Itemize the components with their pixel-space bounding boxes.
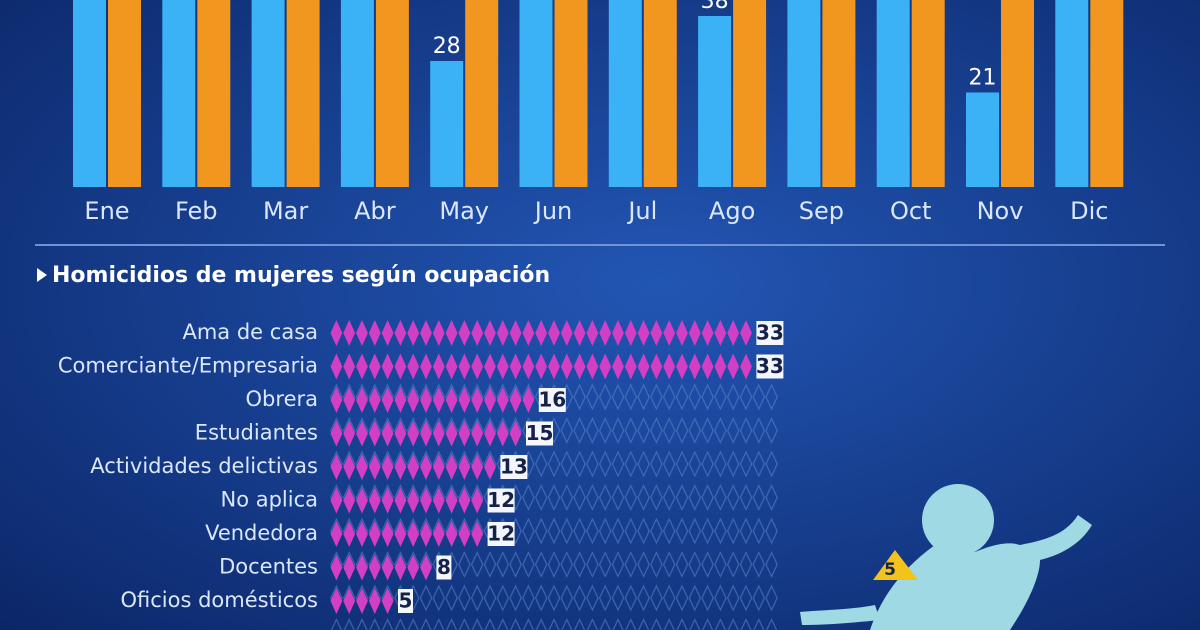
- value-box: [500, 455, 528, 479]
- bar: [698, 16, 732, 187]
- pictogram-bar: [330, 588, 394, 614]
- pictogram-bar: [330, 554, 432, 581]
- bar: [1001, 0, 1034, 187]
- pictogram-bar: [330, 420, 522, 447]
- pictogram-bar: [330, 353, 752, 380]
- x-tick-label: Sep: [799, 197, 844, 225]
- value-box: [756, 354, 784, 379]
- pictogram-title: Homicidios de mujeres según ocupación: [52, 263, 550, 288]
- bar: [554, 0, 588, 187]
- value-box: [756, 321, 784, 345]
- value-label: 8: [437, 555, 451, 579]
- x-tick-label: Mar: [263, 197, 308, 225]
- value-label: 5: [399, 589, 413, 613]
- category-label: Docentes: [219, 555, 318, 579]
- value-box: [487, 488, 515, 513]
- bar: [286, 0, 320, 187]
- data-label: 38: [701, 0, 729, 14]
- value-box: [436, 555, 452, 580]
- bar: [733, 0, 767, 187]
- value-label: 33: [756, 321, 784, 345]
- bar: [162, 0, 196, 187]
- value-label: 12: [487, 488, 515, 512]
- bar: [108, 0, 141, 187]
- category-label: Comerciante/Empresaria: [58, 354, 318, 378]
- bar: [430, 61, 464, 187]
- bar: [911, 0, 945, 187]
- bar: [876, 0, 910, 187]
- value-box: [538, 388, 566, 412]
- category-label: No aplica: [220, 488, 318, 512]
- bar: [375, 0, 409, 187]
- x-tick-label: Jul: [626, 197, 657, 225]
- x-tick-label: Abr: [354, 197, 396, 225]
- marker-label: 5: [884, 560, 896, 580]
- category-label: Ama de casa: [182, 320, 318, 344]
- x-tick-label: May: [439, 197, 489, 225]
- data-label: 28: [433, 34, 461, 59]
- bar: [822, 0, 856, 187]
- category-label: Obrera: [246, 387, 318, 411]
- category-label: Oficios domésticos: [120, 588, 318, 612]
- bar: [1055, 0, 1089, 187]
- bar: [251, 0, 285, 187]
- x-tick-label: Oct: [890, 197, 932, 225]
- x-tick-label: Nov: [977, 197, 1024, 225]
- x-tick-label: Feb: [175, 197, 218, 225]
- bar: [608, 0, 642, 187]
- bar: [340, 0, 374, 187]
- evidence-marker: [873, 550, 918, 580]
- value-box: [398, 589, 413, 613]
- value-label: 12: [487, 522, 515, 546]
- x-tick-label: Ago: [709, 197, 755, 225]
- value-box: [487, 522, 515, 546]
- pictogram-bar: [330, 454, 496, 480]
- x-tick-label: Dic: [1070, 197, 1108, 225]
- category-label: Estudiantes: [195, 421, 318, 445]
- value-label: 16: [538, 388, 566, 412]
- bar: [787, 0, 821, 187]
- bar: [465, 0, 499, 187]
- category-label: Vendedora: [205, 521, 318, 545]
- x-tick-label: Jun: [533, 197, 573, 225]
- bar: [643, 0, 677, 187]
- data-label: 21: [969, 66, 997, 91]
- slot-pattern: [330, 383, 778, 630]
- bar: [519, 0, 553, 187]
- value-box: [526, 421, 553, 446]
- value-label: 33: [756, 354, 784, 378]
- x-tick-label: Ene: [84, 197, 129, 225]
- category-label: Actividades delictivas: [90, 454, 318, 478]
- value-label: 13: [500, 455, 528, 479]
- pictogram-bar: [330, 487, 484, 514]
- bar: [1090, 0, 1124, 187]
- bar: [966, 92, 999, 187]
- pictogram-bar: [330, 387, 535, 413]
- pictogram-bar: [330, 521, 484, 547]
- title-arrow: [37, 268, 47, 282]
- value-label: 15: [526, 421, 554, 445]
- silhouette: [800, 484, 1092, 630]
- bar: [73, 0, 106, 187]
- pictogram-bar: [330, 320, 752, 346]
- bar: [197, 0, 231, 187]
